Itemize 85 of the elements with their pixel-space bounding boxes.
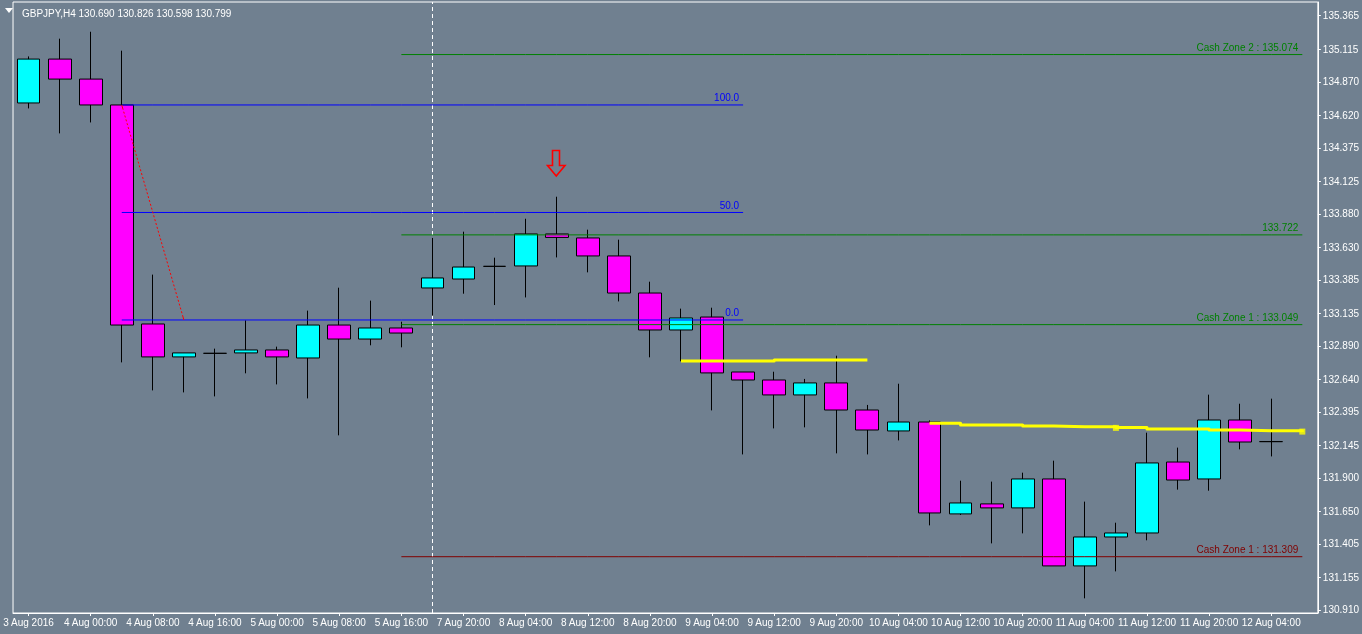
candlestick [452, 231, 475, 295]
x-tick-label: 10 Aug 20:00 [993, 616, 1053, 628]
x-tick-label: 5 Aug 00:00 [250, 616, 305, 628]
candlestick [638, 281, 662, 358]
candlestick [17, 55, 40, 109]
x-tick-label: 11 Aug 20:00 [1180, 616, 1239, 628]
series-label: 133.722 [1262, 222, 1299, 234]
candlestick [265, 346, 289, 385]
candlestick [607, 239, 631, 302]
series-label: Cash Zone 1 : 133.049 [1196, 312, 1299, 324]
candlestick [980, 481, 1004, 544]
y-tick-label: 132.145 [1322, 439, 1360, 451]
y-tick-label: 134.620 [1322, 109, 1360, 121]
series-label: 0.0 [725, 307, 740, 319]
x-tick-label: 4 Aug 00:00 [63, 616, 118, 628]
candlestick [1104, 522, 1128, 572]
candlestick [203, 348, 227, 397]
candlestick [1135, 432, 1159, 541]
x-tick-label: 9 Aug 04:00 [685, 616, 740, 628]
x-tick-label: 4 Aug 16:00 [188, 616, 243, 628]
y-tick-label: 134.375 [1322, 142, 1360, 154]
x-tick-label: 7 Aug 20:00 [436, 616, 491, 628]
x-tick-label: 11 Aug 12:00 [1117, 616, 1177, 628]
candlestick [1042, 460, 1066, 567]
candlestick [514, 218, 538, 298]
y-tick-label: 133.880 [1322, 208, 1360, 220]
y-tick-label: 131.650 [1322, 505, 1360, 517]
series-label: Cash Zone 1 : 131.309 [1196, 544, 1299, 556]
candlestick [762, 371, 786, 429]
candlestick [793, 378, 817, 428]
x-tick-label: 10 Aug 04:00 [868, 616, 929, 628]
candlestick [1073, 501, 1097, 599]
y-tick-label: 131.405 [1322, 538, 1360, 550]
x-tick-label: 8 Aug 12:00 [561, 616, 615, 628]
candlestick [918, 419, 941, 526]
y-tick-label: 131.155 [1322, 571, 1360, 583]
x-tick-label: 4 Aug 08:00 [126, 616, 180, 628]
text: GBPJPY,H4 130.690 130.826 130.598 130.799 [22, 7, 232, 19]
candlestick [824, 355, 848, 454]
candlestick [234, 319, 258, 374]
candlestick [949, 480, 972, 516]
x-tick-label: 5 Aug 08:00 [312, 616, 367, 628]
x-tick-label: 5 Aug 16:00 [374, 616, 429, 628]
y-tick-label: 132.395 [1322, 406, 1360, 418]
x-tick-label: 12 Aug 04:00 [1241, 616, 1302, 628]
candlestick [887, 383, 910, 441]
candlestick [1166, 447, 1190, 491]
x-tick-label: 8 Aug 04:00 [498, 616, 553, 628]
candlestick [855, 404, 879, 455]
candlestick [327, 287, 351, 436]
candlestick [296, 310, 320, 399]
candlestick [48, 38, 72, 134]
candlestick [141, 274, 165, 391]
candlestick [576, 229, 600, 273]
series-label: Cash Zone 2 : 135.074 [1196, 42, 1299, 54]
candlestick [110, 50, 134, 363]
y-tick-label: 134.125 [1322, 175, 1360, 187]
candlestick [483, 257, 506, 306]
y-tick-label: 131.900 [1322, 472, 1360, 484]
candlestick [389, 321, 413, 348]
y-tick-label: 132.890 [1322, 340, 1360, 352]
x-tick-label: 3 Aug 2016 [3, 616, 55, 628]
candlestick [1011, 472, 1035, 534]
candlestick [731, 371, 755, 455]
candlestick [358, 300, 382, 346]
x-tick-label: 8 Aug 20:00 [623, 616, 678, 628]
y-tick-label: 135.115 [1322, 43, 1359, 55]
candlestick [172, 352, 196, 393]
y-tick-label: 135.365 [1322, 10, 1360, 22]
y-tick-label: 133.385 [1322, 274, 1360, 286]
candlestick [79, 31, 103, 123]
x-tick-label: 10 Aug 12:00 [931, 616, 991, 628]
x-tick-label: 11 Aug 04:00 [1055, 616, 1115, 628]
candlestick [421, 237, 444, 317]
y-tick-label: 134.870 [1322, 76, 1360, 88]
series-label: 100.0 [714, 92, 740, 104]
y-tick-label: 130.910 [1322, 604, 1360, 616]
candlestick [1197, 394, 1221, 492]
y-tick-label: 133.630 [1322, 241, 1360, 253]
candlestick [1259, 398, 1283, 457]
y-tick-label: 133.135 [1322, 307, 1360, 319]
y-tick-label: 132.640 [1322, 373, 1360, 385]
x-tick-label: 9 Aug 20:00 [809, 616, 864, 628]
x-tick-label: 9 Aug 12:00 [747, 616, 802, 628]
series-label: 50.0 [719, 199, 740, 211]
